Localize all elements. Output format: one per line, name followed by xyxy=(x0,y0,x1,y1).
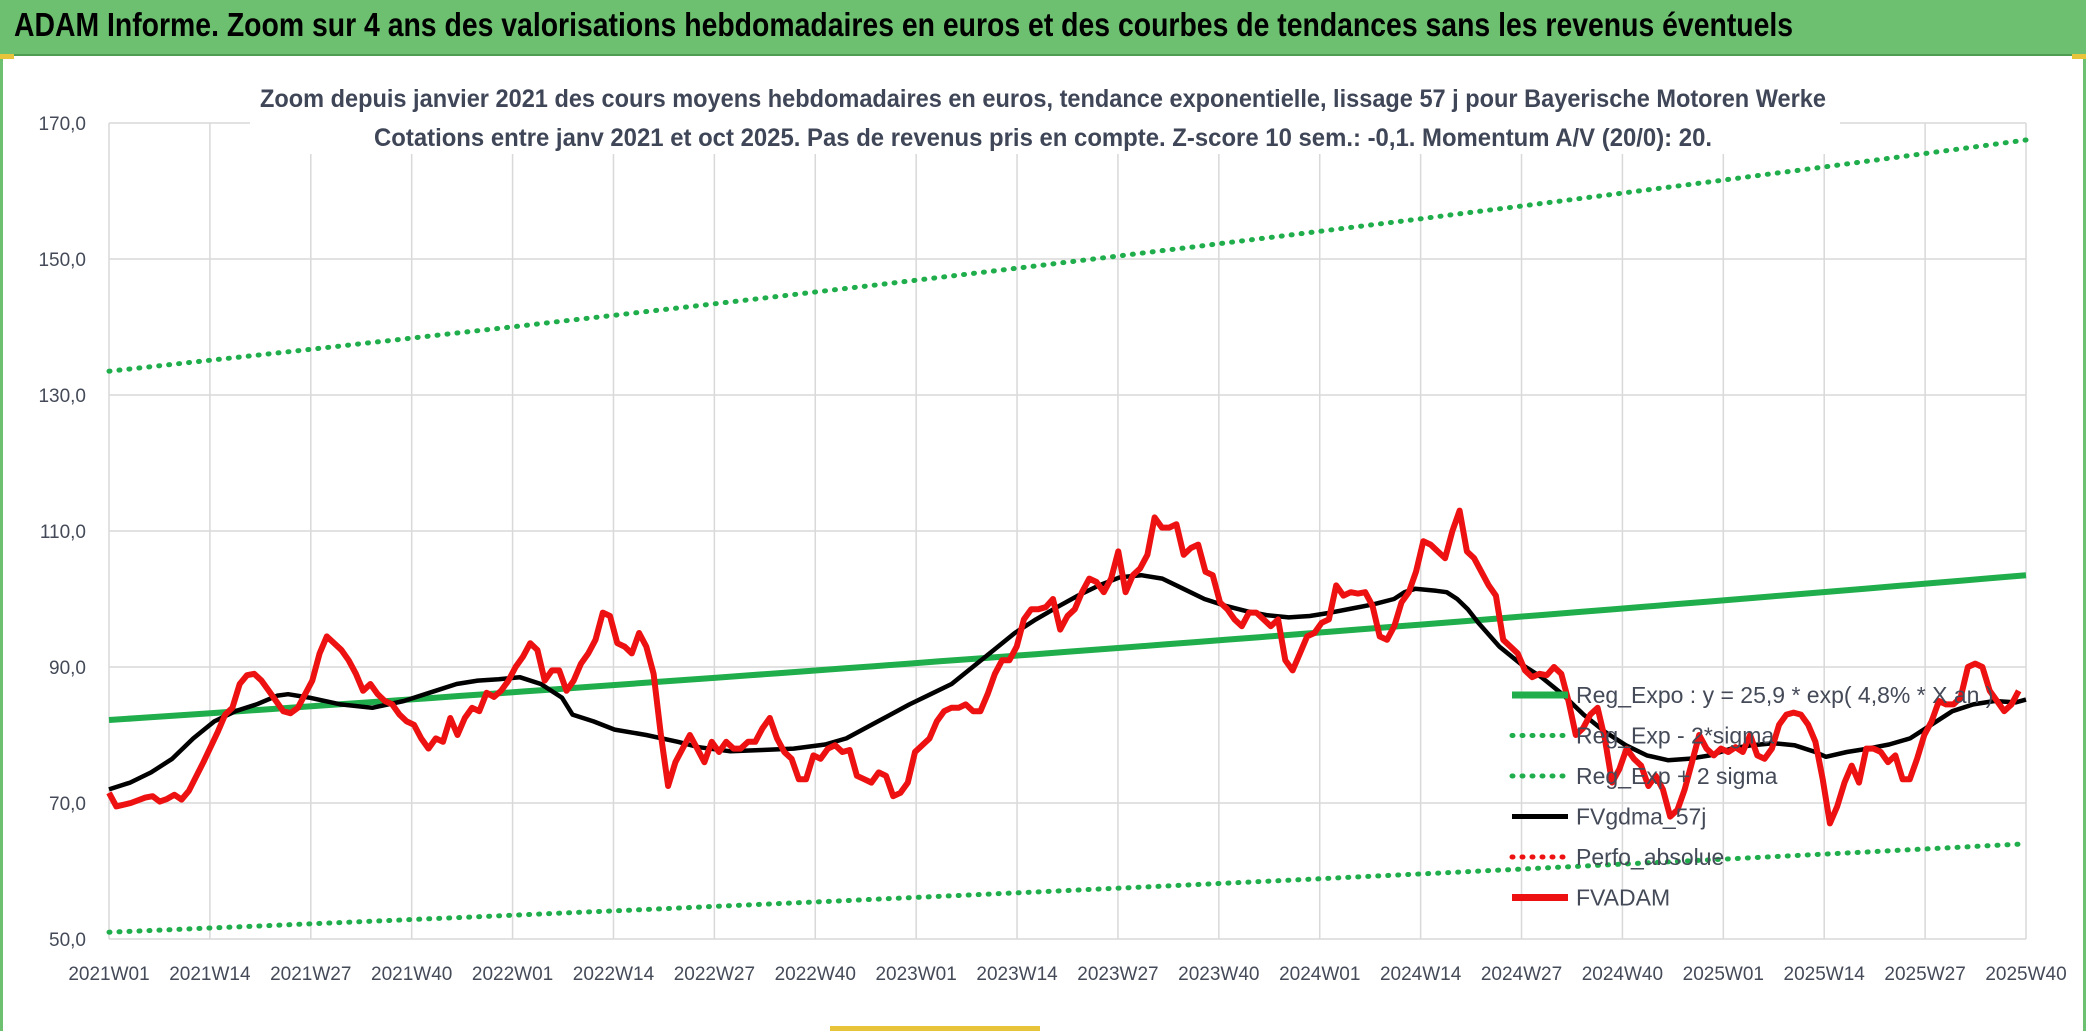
title-backdrop xyxy=(250,74,1840,154)
chart-series xyxy=(106,137,2029,935)
legend-label: Perfo_absolue xyxy=(1576,844,1724,870)
y-tick-label: 110,0 xyxy=(40,522,86,543)
y-tick-label: 90,0 xyxy=(49,658,86,679)
legend-label: Reg_Expo : y = 25,9 * exp( 4,8% * X an ) xyxy=(1576,682,1993,708)
series-upper-sigma-line xyxy=(106,137,2029,374)
x-tick-label: 2021W14 xyxy=(169,964,251,985)
x-tick-label: 2022W27 xyxy=(674,964,755,985)
x-tick-label: 2023W01 xyxy=(875,964,956,985)
x-tick-label: 2023W14 xyxy=(976,964,1058,985)
series-lower-sigma-line xyxy=(106,841,2029,935)
x-tick-label: 2024W01 xyxy=(1279,964,1360,985)
x-tick-label: 2022W14 xyxy=(573,964,655,985)
legend-label: Reg_Exp - 2*sigma xyxy=(1576,723,1774,749)
report-banner: ADAM Informe. Zoom sur 4 ans des valoris… xyxy=(0,0,2086,56)
legend-label: FVgdma_57j xyxy=(1576,804,1706,830)
y-tick-label: 50,0 xyxy=(49,930,86,951)
report-title: ADAM Informe. Zoom sur 4 ans des valoris… xyxy=(14,6,1794,43)
legend-label: FVADAM xyxy=(1576,885,1670,911)
chart-subtitle: Cotations entre janv 2021 et oct 2025. P… xyxy=(374,124,1712,152)
x-tick-label: 2024W27 xyxy=(1481,964,1562,985)
chart-frame xyxy=(0,54,2086,1031)
x-axis-ticks: 2021W01 2021W14 2021W27 2021W40 2022W01 2022W… xyxy=(68,964,2066,985)
y-axis-ticks: 50,0 70,0 90,0 110,0 130,0 150,0 170,0 xyxy=(38,114,86,951)
chart-legend: Reg_Expo : y = 25,9 * exp( 4,8% * X an )… xyxy=(1509,682,1993,911)
x-tick-label: 2024W40 xyxy=(1582,964,1663,985)
x-tick-label: 2023W27 xyxy=(1077,964,1158,985)
x-tick-label: 2025W27 xyxy=(1884,964,1965,985)
y-tick-label: 170,0 xyxy=(38,114,86,135)
x-tick-label: 2025W40 xyxy=(1985,964,2066,985)
x-tick-label: 2025W01 xyxy=(1683,964,1764,985)
x-tick-label: 2021W27 xyxy=(270,964,351,985)
x-tick-label: 2022W01 xyxy=(472,964,553,985)
chart-grid xyxy=(108,122,2027,940)
y-tick-label: 70,0 xyxy=(49,794,86,815)
series-fvadam-line xyxy=(106,507,2022,827)
x-tick-label: 2021W01 xyxy=(68,964,149,985)
x-tick-label: 2023W40 xyxy=(1178,964,1259,985)
y-tick-label: 130,0 xyxy=(38,386,86,407)
x-tick-label: 2021W40 xyxy=(371,964,452,985)
frame-corner-left xyxy=(0,54,14,59)
chart-title: Zoom depuis janvier 2021 des cours moyen… xyxy=(260,85,1826,113)
series-reg-expo-line xyxy=(108,572,2027,723)
legend-label: Reg_Exp + 2 sigma xyxy=(1576,763,1778,789)
x-tick-label: 2025W14 xyxy=(1784,964,1866,985)
x-tick-label: 2024W14 xyxy=(1380,964,1462,985)
line-chart: 50,0 70,0 90,0 110,0 130,0 150,0 170,0 2021W01… xyxy=(38,74,2067,985)
frame-bottom-mark xyxy=(830,1026,1040,1031)
x-tick-label: 2022W40 xyxy=(775,964,856,985)
frame-corner-right xyxy=(2072,54,2086,59)
y-tick-label: 150,0 xyxy=(38,250,86,271)
